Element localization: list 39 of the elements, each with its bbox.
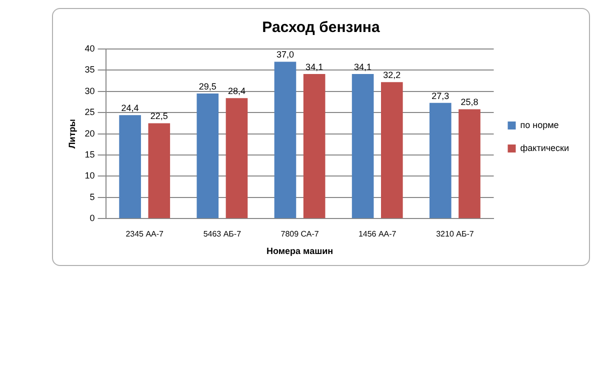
y-tick-label: 0 bbox=[90, 213, 95, 224]
data-label: 29,5 bbox=[198, 82, 216, 92]
bar bbox=[429, 102, 452, 218]
y-tick-label: 10 bbox=[84, 170, 95, 181]
bar bbox=[303, 74, 326, 218]
bar bbox=[148, 123, 170, 218]
y-axis-title: Литры bbox=[66, 118, 77, 149]
bar bbox=[196, 94, 219, 218]
bar bbox=[226, 98, 248, 218]
data-label: 28,4 bbox=[228, 86, 246, 96]
y-tick-label: 25 bbox=[84, 107, 95, 118]
x-tick-label: 2345 АА-7 bbox=[126, 230, 164, 239]
bar bbox=[274, 62, 296, 218]
x-tick-label: 1456 АА-7 bbox=[358, 230, 397, 239]
y-tick-label: 20 bbox=[84, 128, 95, 138]
data-label: 34,1 bbox=[306, 62, 324, 72]
bar bbox=[352, 74, 374, 218]
data-label: 25,8 bbox=[460, 97, 478, 108]
y-tick-label: 40 bbox=[84, 43, 95, 54]
x-tick-label: 7809 СА-7 bbox=[280, 230, 320, 239]
y-tick-label: 5 bbox=[90, 192, 95, 202]
data-label: 34,1 bbox=[354, 62, 372, 72]
y-tick-label: 15 bbox=[84, 149, 95, 160]
bar bbox=[381, 82, 403, 218]
data-label: 32,2 bbox=[383, 70, 401, 80]
legend-label: по норме bbox=[520, 120, 559, 130]
x-tick-label: 3210 АБ-7 bbox=[436, 230, 474, 239]
data-label: 27,3 bbox=[432, 90, 450, 101]
data-label: 37,0 bbox=[276, 50, 294, 60]
x-axis-title: Номера машин bbox=[266, 246, 334, 256]
bar bbox=[119, 115, 141, 218]
data-label: 24,4 bbox=[121, 103, 139, 114]
bar bbox=[458, 109, 480, 218]
data-label: 22,5 bbox=[150, 111, 168, 122]
chart-title: Расход бензина bbox=[262, 19, 380, 36]
y-tick-label: 30 bbox=[84, 86, 95, 96]
y-tick-label: 35 bbox=[84, 64, 95, 75]
legend-label: фактически bbox=[520, 142, 570, 153]
x-tick-label: 5463 АБ-7 bbox=[203, 230, 242, 239]
